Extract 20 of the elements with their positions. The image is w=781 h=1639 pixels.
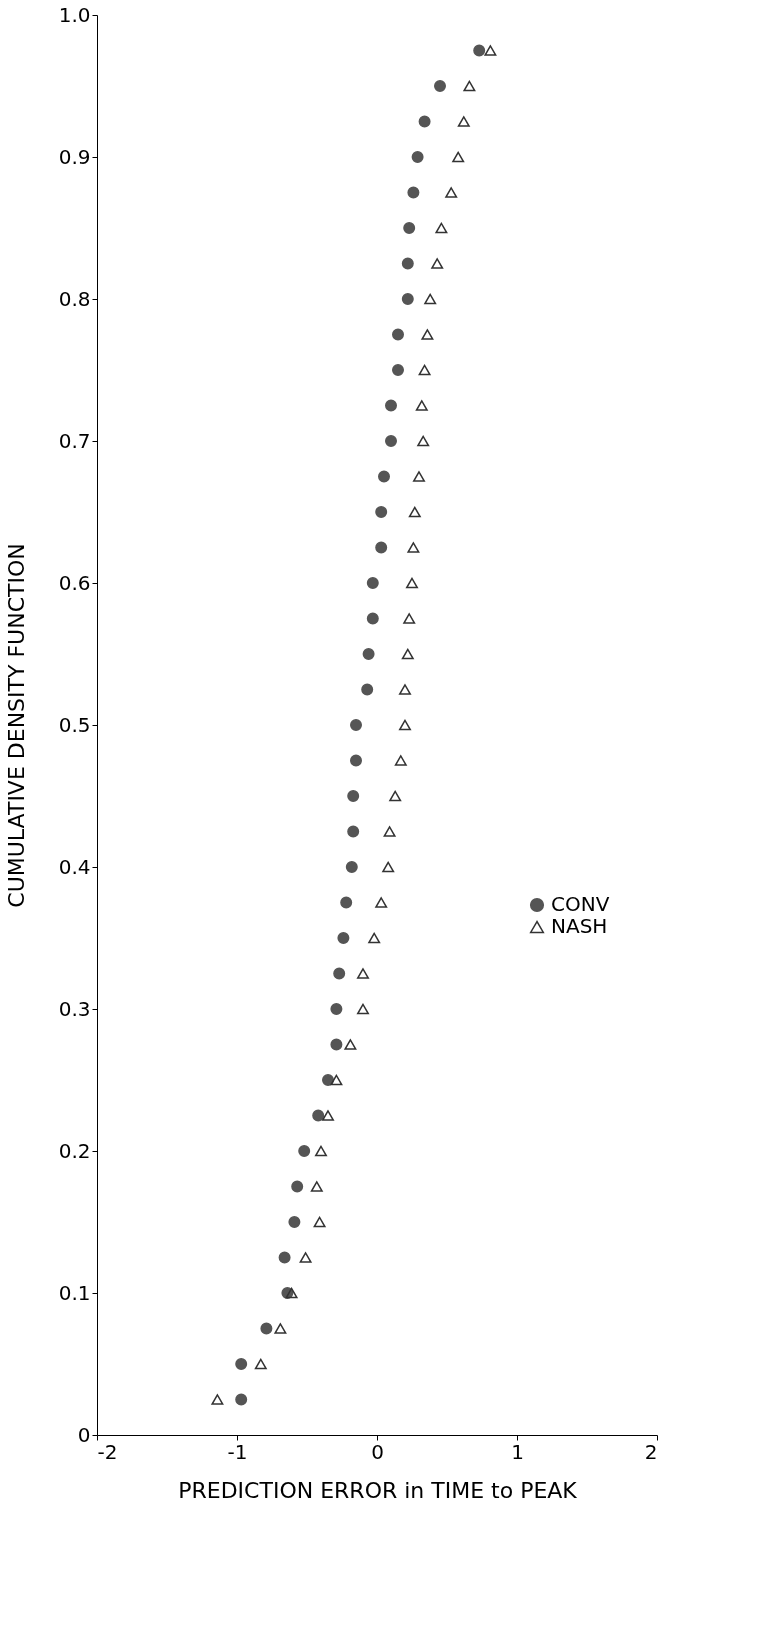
y-tick-label: 0.5 — [58, 712, 91, 737]
y-tick-label: 0.4 — [58, 854, 91, 879]
x-tick-label: 0 — [371, 1439, 384, 1464]
y-tick-label: 0.3 — [58, 996, 91, 1021]
legend-label: NASH — [551, 914, 608, 938]
y-tick-label: 0.2 — [58, 1138, 91, 1163]
y-tick-label: 0.1 — [58, 1280, 91, 1305]
x-tick-label: -2 — [97, 1439, 118, 1464]
y-tick-label: 0.9 — [58, 144, 91, 169]
y-tick-label: 0.8 — [58, 286, 91, 311]
y-tick-label: 0.6 — [58, 570, 91, 595]
x-tick-label: 1 — [511, 1439, 524, 1464]
legend-label: CONV — [551, 892, 610, 916]
x-tick-label: -1 — [227, 1439, 248, 1464]
x-axis-title: PREDICTION ERROR in TIME to PEAK — [178, 1477, 578, 1503]
y-tick-label: 1.0 — [58, 2, 91, 27]
y-tick-label: 0.7 — [58, 428, 91, 453]
x-tick-label: 2 — [644, 1439, 658, 1464]
y-tick-label: 0 — [77, 1422, 91, 1447]
y-axis-title: CUMULATIVE DENSITY FUNCTION — [3, 543, 29, 908]
